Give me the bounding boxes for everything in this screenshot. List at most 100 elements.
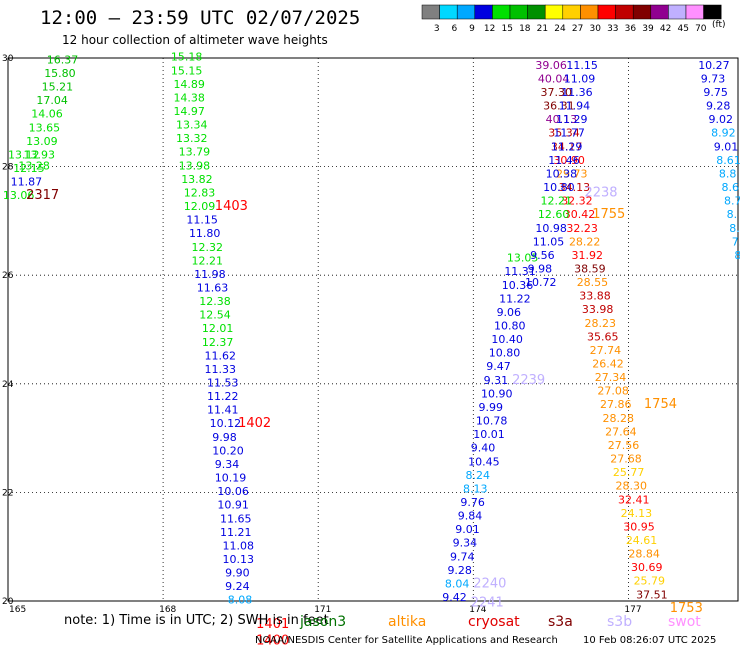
swh-value-label: 9.01 bbox=[455, 523, 480, 536]
swh-value-label: 9.74 bbox=[450, 550, 475, 563]
legend-swatch bbox=[474, 4, 493, 20]
swh-value-label: 32.41 bbox=[618, 493, 650, 506]
swh-value-label: 13.06 bbox=[3, 189, 35, 202]
pass-time-label: 2239 bbox=[512, 373, 545, 388]
swh-value-label: 11.15 bbox=[186, 214, 218, 227]
swh-value-label: 17.04 bbox=[36, 94, 67, 107]
legend-label: 21 bbox=[537, 24, 548, 34]
swh-value-label: 10.98 bbox=[535, 222, 567, 235]
swh-value-label: 34.13 bbox=[559, 181, 591, 194]
swh-value-label: 39.06 bbox=[535, 59, 567, 72]
swh-value-label: 10.27 bbox=[698, 59, 730, 72]
swh-value-label: 27.56 bbox=[608, 439, 640, 452]
swh-value-label: 9.40 bbox=[471, 442, 496, 455]
pass-time-label: 1754 bbox=[644, 397, 677, 412]
swh-value-label: 34.17 bbox=[551, 140, 583, 153]
swh-value-label: 9.73 bbox=[701, 72, 726, 85]
swh-value-label: 7. bbox=[732, 235, 740, 248]
swh-value-label: 27.34 bbox=[595, 371, 627, 384]
swh-value-label: 9.98 bbox=[212, 431, 237, 444]
swh-value-label: 11.21 bbox=[220, 526, 252, 539]
swh-value-label: 14.38 bbox=[173, 91, 205, 104]
swh-value-label: 10.06 bbox=[217, 485, 249, 498]
note-line: note: 1) Time is in UTC; 2) SWH is in fe… bbox=[64, 613, 329, 628]
legend-swatch bbox=[632, 4, 652, 20]
legend-swatch bbox=[668, 4, 687, 20]
swh-value-label: 26.42 bbox=[592, 358, 624, 371]
swh-value-label: 9.28 bbox=[706, 100, 731, 113]
y-tick-label: 20 bbox=[2, 597, 14, 607]
pass-time-label: 2241 bbox=[471, 595, 504, 610]
swh-value-label: 30.42 bbox=[564, 208, 596, 221]
swh-value-label: 10.72 bbox=[525, 276, 557, 289]
pass-time-label: 2238 bbox=[584, 185, 617, 200]
swh-value-label: 10.80 bbox=[543, 181, 575, 194]
legend-label: 36 bbox=[625, 24, 637, 34]
swh-value-label: 24.61 bbox=[626, 534, 658, 547]
legend-unit: (ft) bbox=[712, 20, 726, 30]
swh-value-label: 11.29 bbox=[551, 140, 583, 153]
x-tick-label: 174 bbox=[469, 605, 486, 615]
swh-value-label: 13.28 bbox=[18, 159, 50, 172]
swh-value-label: 8.08 bbox=[228, 594, 253, 607]
swh-value-label: 12.83 bbox=[184, 186, 216, 199]
swh-value-label: 8.61 bbox=[716, 154, 740, 167]
legend-label: 33 bbox=[607, 24, 618, 34]
swh-value-label: 13.09 bbox=[26, 135, 58, 148]
swh-value-label: 13.79 bbox=[179, 146, 211, 159]
swh-value-label: 9.76 bbox=[460, 496, 485, 509]
swh-value-label: 11.65 bbox=[220, 512, 252, 525]
swh-value-label: 11.98 bbox=[194, 268, 226, 281]
swh-value-label: 8.7 bbox=[724, 195, 740, 208]
swh-value-label: 12.37 bbox=[202, 336, 234, 349]
swh-value-label: 37.30 bbox=[541, 86, 573, 99]
swh-value-label: 11.62 bbox=[204, 349, 236, 362]
swh-value-label: 28.23 bbox=[584, 317, 616, 330]
plot-frame bbox=[7, 57, 739, 602]
legend-swatch bbox=[685, 4, 704, 20]
swh-value-label: 9.31 bbox=[484, 374, 509, 387]
swh-value-label: 13.65 bbox=[29, 121, 61, 134]
legend-swatch bbox=[580, 4, 599, 20]
swh-value-label: 16.37 bbox=[47, 53, 79, 66]
legend-swatch bbox=[439, 4, 458, 20]
swh-value-label: 9.56 bbox=[530, 249, 555, 262]
y-tick-label: 22 bbox=[2, 488, 13, 498]
swh-value-label: 30.69 bbox=[631, 561, 663, 574]
legend-swatch bbox=[527, 4, 546, 20]
swh-value-label: 14.89 bbox=[173, 78, 205, 91]
swh-value-label: 12.15 bbox=[13, 162, 44, 175]
swh-value-label: 11.33 bbox=[204, 363, 236, 376]
swh-value-label: 24.13 bbox=[621, 507, 653, 520]
legend-swatch bbox=[650, 4, 669, 20]
pass-time-label: 2317 bbox=[26, 188, 59, 203]
swh-value-label: 10.91 bbox=[217, 499, 249, 512]
swh-value-label: 9.28 bbox=[447, 564, 472, 577]
swh-value-label: 9.34 bbox=[453, 537, 478, 550]
pass-time-label: 2240 bbox=[473, 576, 506, 591]
color-legend: 3 6 9 12 15 18 21 24 27 30 33 36 39 42 45 70 bbox=[421, 4, 722, 34]
swh-value-label: 10.80 bbox=[494, 320, 525, 333]
legend-swatch bbox=[615, 4, 634, 20]
swh-value-label: 9.34 bbox=[215, 458, 240, 471]
swh-value-label: 11.22 bbox=[499, 292, 531, 305]
swh-value-label: 9.75 bbox=[703, 86, 728, 99]
swh-value-label: 10.90 bbox=[481, 387, 513, 400]
pass-time-label: 1402 bbox=[238, 416, 271, 431]
swh-value-label: 12.38 bbox=[199, 295, 231, 308]
swh-value-label: 10.20 bbox=[212, 444, 244, 457]
legend-label: 9 bbox=[469, 24, 475, 34]
swh-value-label: 11.94 bbox=[559, 100, 591, 113]
swh-value-label: 13.98 bbox=[179, 159, 211, 172]
swh-value-label: 13.82 bbox=[181, 173, 213, 186]
swh-value-label: 11.36 bbox=[561, 86, 593, 99]
legend-label: 30 bbox=[589, 24, 601, 34]
pass-time-label: 1755 bbox=[592, 207, 625, 222]
swh-value-label: 32.32 bbox=[561, 195, 593, 208]
legend-label: 27 bbox=[572, 24, 583, 34]
swh-value-label: 11.63 bbox=[197, 281, 229, 294]
swh-value-label: 10.36 bbox=[502, 279, 534, 292]
swh-value-label: 9.02 bbox=[709, 113, 734, 126]
swh-value-label: 38.59 bbox=[574, 262, 606, 275]
